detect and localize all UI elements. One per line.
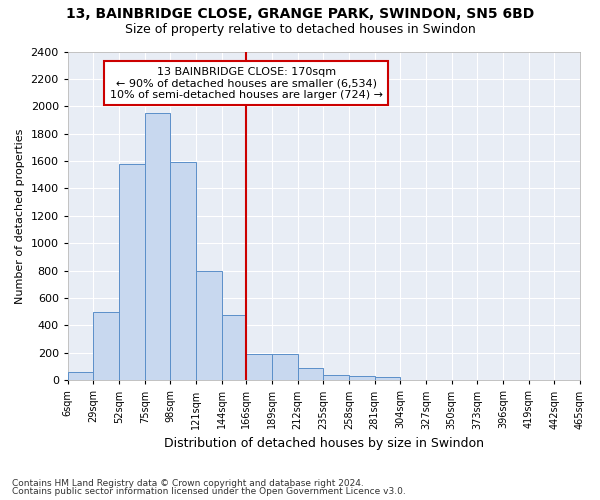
- Bar: [247, 354, 272, 380]
- Bar: [374, 378, 400, 380]
- Text: 13, BAINBRIDGE CLOSE, GRANGE PARK, SWINDON, SN5 6BD: 13, BAINBRIDGE CLOSE, GRANGE PARK, SWIND…: [66, 8, 534, 22]
- Text: Contains public sector information licensed under the Open Government Licence v3: Contains public sector information licen…: [12, 487, 406, 496]
- Bar: [196, 270, 222, 380]
- Y-axis label: Number of detached properties: Number of detached properties: [15, 128, 25, 304]
- Bar: [349, 376, 374, 380]
- Text: Contains HM Land Registry data © Crown copyright and database right 2024.: Contains HM Land Registry data © Crown c…: [12, 478, 364, 488]
- Bar: [119, 164, 145, 380]
- Bar: [68, 372, 94, 380]
- Bar: [323, 376, 349, 380]
- Bar: [145, 113, 170, 380]
- X-axis label: Distribution of detached houses by size in Swindon: Distribution of detached houses by size …: [164, 437, 484, 450]
- Text: Size of property relative to detached houses in Swindon: Size of property relative to detached ho…: [125, 22, 475, 36]
- Bar: [94, 312, 119, 380]
- Bar: [170, 162, 196, 380]
- Bar: [272, 354, 298, 380]
- Bar: [222, 314, 247, 380]
- Text: 13 BAINBRIDGE CLOSE: 170sqm
← 90% of detached houses are smaller (6,534)
10% of : 13 BAINBRIDGE CLOSE: 170sqm ← 90% of det…: [110, 66, 383, 100]
- Bar: [298, 368, 323, 380]
